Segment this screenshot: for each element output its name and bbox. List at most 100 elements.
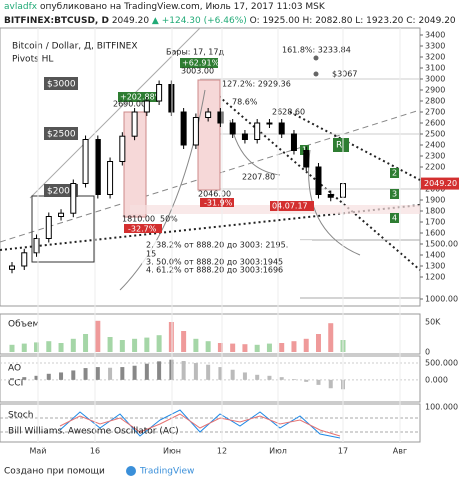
annotation: 78.6% <box>232 98 258 107</box>
trend-line <box>199 79 421 271</box>
y-tick-label: 2900 <box>425 86 445 95</box>
symbol-line: BITFINEX:BTCUSD, D 2049.20 ▲ +124.30 (+6… <box>4 16 456 26</box>
annotation: 3003.00 <box>181 67 214 76</box>
note: 2. 38.2% от 888.20 до 3003: 2195. <box>146 241 288 250</box>
volume-bar <box>34 342 40 352</box>
note: 3. 50.0% от 888.20 до 3003:1945 <box>146 258 283 267</box>
y-tick-label: 1600 <box>425 229 445 238</box>
ao-bar <box>230 369 235 380</box>
pane-title: AO <box>8 364 21 374</box>
x-tick-label: Авг <box>393 447 407 456</box>
candle <box>315 166 322 195</box>
ao-bar <box>157 361 162 380</box>
candle <box>82 139 89 184</box>
label-box <box>270 201 314 211</box>
annotation: 50% <box>160 215 178 224</box>
y-tick-label: 2400 <box>425 141 445 150</box>
stoch-line <box>59 413 341 437</box>
candle <box>33 238 40 254</box>
annotation: R <box>336 141 342 151</box>
ao-bar <box>279 377 284 380</box>
candle <box>290 133 297 151</box>
y-tick-label: 0.000 <box>425 375 448 384</box>
y-tick-label: 1800 <box>425 207 445 216</box>
label-box <box>390 189 399 199</box>
volume-bar <box>217 343 223 352</box>
annotation: +62.91% <box>182 59 220 68</box>
ao-bar <box>120 367 125 380</box>
annotation: 2207.80 <box>242 173 275 182</box>
volume-bar <box>328 323 334 352</box>
last-price-box <box>421 177 459 190</box>
subtitle: Pivots HL <box>12 55 53 65</box>
label-box <box>44 184 78 197</box>
note-box <box>142 240 312 274</box>
volume-bar <box>70 338 76 352</box>
label-box <box>124 224 162 233</box>
x-tick-label: Май <box>29 447 46 456</box>
range-box <box>197 79 221 191</box>
label-box <box>333 138 349 152</box>
y-tick-label: 500.000 <box>425 359 458 368</box>
volume-bar <box>279 343 285 352</box>
candle <box>168 84 175 113</box>
pane-title: CCI <box>8 379 23 389</box>
volume-bar <box>46 341 52 352</box>
ao-bar <box>59 372 64 380</box>
footer-text: Создано при помощи <box>4 467 105 477</box>
volume-bar <box>181 331 187 352</box>
candle <box>119 135 126 162</box>
annotation: 1810.00 <box>122 215 155 224</box>
annotation: +202.88% <box>120 93 163 102</box>
ao-pane <box>0 355 421 403</box>
candle <box>241 133 248 140</box>
annotation: 04.07.17 <box>272 202 308 211</box>
annotation: 2690.00 <box>113 100 146 109</box>
label-box <box>118 92 158 102</box>
volume-bar <box>58 343 64 352</box>
x-tick-label: Июл <box>269 447 287 456</box>
candle <box>70 183 77 214</box>
y-tick-label: 50K <box>425 318 441 327</box>
volume-bar <box>9 344 15 352</box>
candle <box>131 111 138 137</box>
y-tick-label: 3300 <box>425 42 445 51</box>
annotation: -31.9% <box>204 199 233 208</box>
ao-bar <box>46 373 51 380</box>
ao-bar <box>291 379 296 380</box>
note: 15 <box>146 250 156 259</box>
volume-bar <box>266 343 272 352</box>
volume-bar <box>230 343 236 352</box>
ao-bar <box>83 368 88 380</box>
ao-bar <box>206 364 211 380</box>
volume-bar <box>254 344 260 352</box>
volume-bar <box>205 341 211 352</box>
y-tick-label: 1900 <box>425 196 445 205</box>
last: 2049.20 <box>112 16 149 26</box>
brand: TradingView <box>139 467 194 477</box>
candle <box>107 161 114 195</box>
published: опубликовано на TradingView.com, Июль 17… <box>40 2 326 12</box>
ao-bar <box>316 379 321 385</box>
ao-bar <box>34 375 39 380</box>
y-tick-label: 1000.00 <box>425 295 458 304</box>
pane-title: Объем <box>8 320 39 330</box>
candle <box>180 111 187 146</box>
annotation: 4 <box>392 214 397 223</box>
ao-bar <box>181 361 186 380</box>
label-box <box>390 168 399 178</box>
note: 4. 61.2% от 888.20 до 3003:1696 <box>146 266 283 275</box>
annotation: $3067 <box>332 70 357 79</box>
ao-bar <box>108 367 113 380</box>
candle <box>278 122 285 135</box>
volume-bar <box>21 343 27 352</box>
ao-bar <box>255 374 260 380</box>
candle <box>217 111 224 124</box>
x-tick-label: 16 <box>90 447 100 456</box>
annotation: 2628.60 <box>272 108 305 117</box>
annotation: $2000 <box>47 187 76 197</box>
candle <box>229 122 236 135</box>
volume-bar <box>144 337 150 352</box>
label-box <box>44 77 78 90</box>
